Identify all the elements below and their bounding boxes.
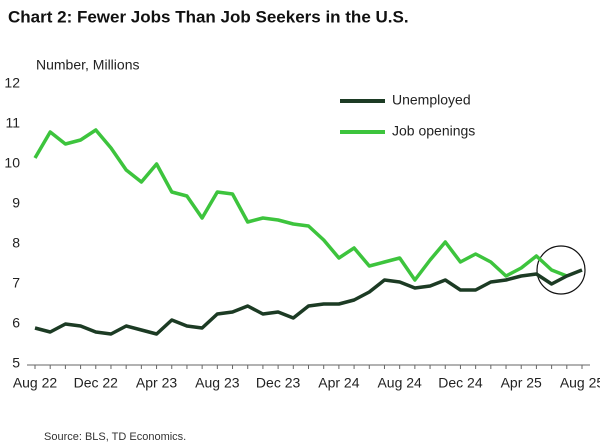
x-tick-label: Apr 23 [136, 375, 177, 391]
y-tick-label: 7 [12, 275, 20, 291]
x-tick-label: Apr 24 [318, 375, 359, 391]
y-tick-label: 10 [4, 155, 20, 171]
x-tick-label: Aug 22 [13, 375, 58, 391]
legend-label: Unemployed [392, 92, 471, 108]
y-tick-label: 8 [12, 235, 20, 251]
x-tick-label: Dec 23 [256, 375, 301, 391]
series-line [34, 268, 583, 336]
chart-title: Chart 2: Fewer Jobs Than Job Seekers in … [8, 7, 409, 26]
y-axis-label: Number, Millions [36, 57, 139, 73]
y-tick-label: 6 [12, 315, 20, 331]
y-tick-label: 5 [12, 355, 20, 371]
x-tick-label: Apr 25 [501, 375, 542, 391]
y-tick-label: 12 [4, 75, 20, 91]
highlight-circle [536, 245, 586, 295]
source: Source: BLS, TD Economics. [44, 431, 186, 443]
x-tick-label: Dec 22 [74, 375, 119, 391]
x-tick-label: Aug 25 [560, 375, 600, 391]
legend-label: Job openings [392, 123, 475, 139]
x-tick-label: Aug 24 [377, 375, 422, 391]
series-line [33, 128, 568, 282]
y-tick-label: 9 [12, 195, 20, 211]
x-tick-label: Dec 24 [438, 375, 483, 391]
x-tick-label: Aug 23 [195, 375, 240, 391]
y-tick-label: 11 [5, 115, 20, 131]
